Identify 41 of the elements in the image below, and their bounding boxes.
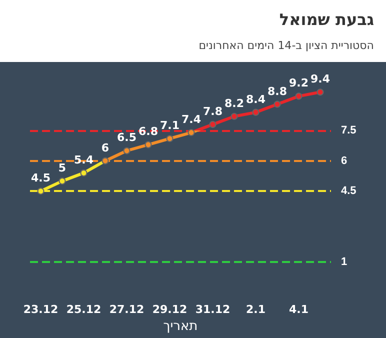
- x-tick-label: 27.12: [109, 303, 144, 316]
- point: [274, 100, 281, 108]
- x-tick-label: 4.1: [289, 303, 308, 316]
- data-label: 7.4: [182, 113, 202, 126]
- data-label: 4.5: [31, 172, 50, 185]
- data-label: 9.4: [310, 72, 330, 86]
- data-label: 5: [58, 162, 66, 175]
- data-label: 5.4: [74, 153, 94, 166]
- x-tick-label: 25.12: [66, 303, 102, 316]
- point: [37, 188, 44, 195]
- data-label: 6.5: [117, 131, 136, 144]
- x-tick-label: 2.1: [246, 303, 266, 316]
- data-label: 6: [101, 141, 110, 154]
- x-tick-label: 29.12: [152, 303, 188, 316]
- ref-line-label: 6: [341, 154, 348, 167]
- point: [209, 120, 216, 128]
- ref-line-label: 7.5: [341, 124, 356, 137]
- chart-subtitle: הסטוריית הציון ב-14 הימים האחרונים: [198, 38, 374, 52]
- data-label: 8.4: [246, 92, 266, 106]
- data-label: 8.8: [268, 84, 287, 98]
- x-tick-label: 31.12: [195, 303, 230, 316]
- point: [123, 147, 130, 154]
- point: [230, 112, 238, 120]
- point: [58, 178, 66, 185]
- data-label: 9.2: [289, 76, 308, 90]
- point: [295, 92, 302, 100]
- data-label: 8.2: [224, 96, 244, 110]
- point: [166, 135, 174, 142]
- ref-line-label: 1: [341, 256, 348, 268]
- x-tick-label: 23.12: [23, 303, 58, 316]
- point: [102, 157, 109, 164]
- point: [188, 129, 195, 136]
- ref-line-label: 4.5: [341, 185, 356, 198]
- point: [316, 88, 324, 96]
- data-label: 7.8: [203, 104, 222, 118]
- data-label: 7.1: [160, 119, 180, 132]
- x-axis-title: תאריך: [163, 319, 198, 334]
- point: [144, 141, 152, 148]
- point: [252, 108, 260, 116]
- point: [80, 169, 88, 176]
- chart-title: גבעת שמואל: [278, 9, 374, 29]
